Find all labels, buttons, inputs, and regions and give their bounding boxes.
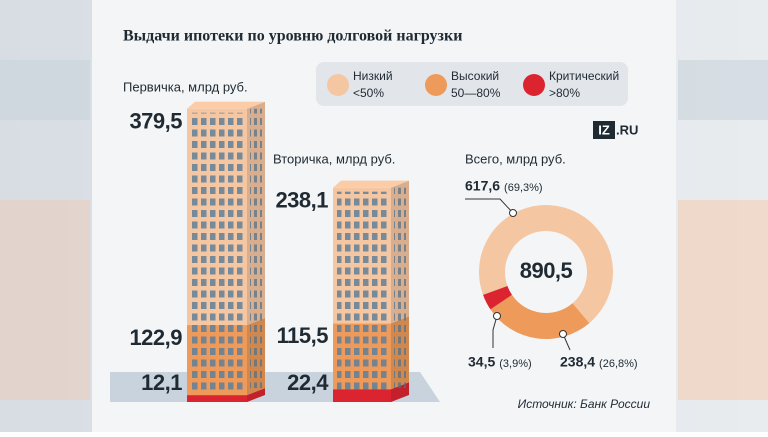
logo-box <box>593 121 615 139</box>
bar-segment <box>187 395 247 402</box>
blur-left <box>0 60 90 120</box>
windows <box>337 191 387 392</box>
value-label: 22,4 <box>287 370 329 395</box>
building-side <box>247 388 265 402</box>
windows <box>191 112 243 393</box>
leader-dot <box>559 330 567 338</box>
slice-value: 34,5 <box>468 354 495 370</box>
blur-right <box>678 200 768 400</box>
legend-range: >80% <box>549 86 580 100</box>
value-label: 115,5 <box>277 323 329 348</box>
legend-label: Критический <box>549 69 619 83</box>
pie-subtitle: Всего, млрд руб. <box>465 151 566 166</box>
legend-label: Высокий <box>451 69 499 83</box>
windows-side <box>250 108 262 389</box>
bar-segment <box>333 389 391 402</box>
value-label: 238,1 <box>275 187 328 212</box>
logo-mark: IZ <box>598 122 610 137</box>
slice-percent: (3,9%) <box>499 358 531 370</box>
category-label: Вторичка, млрд руб. <box>273 151 395 166</box>
slice-percent: (26,8%) <box>599 358 638 370</box>
legend-box <box>316 62 628 106</box>
value-label: 122,9 <box>129 325 182 350</box>
title: Выдачи ипотеки по уровню долговой нагруз… <box>123 28 462 45</box>
legend-swatch <box>425 74 447 96</box>
legend-swatch <box>523 74 545 96</box>
leader-dot <box>509 209 517 217</box>
leader-line <box>465 198 514 214</box>
leader-line <box>492 315 498 348</box>
pie-slice <box>479 205 614 324</box>
value-label: 379,5 <box>129 109 182 134</box>
legend-label: Низкий <box>353 69 393 83</box>
pie-total: 890,5 <box>520 258 573 283</box>
legend-range: 50—80% <box>451 86 501 100</box>
slice-percent: (69,3%) <box>504 182 543 194</box>
pie-slice <box>483 286 512 310</box>
pie-slice <box>490 294 590 339</box>
leader-dot <box>493 312 501 320</box>
legend-range: <50% <box>353 86 384 100</box>
value-label: 12,1 <box>141 370 182 395</box>
source: Источник: Банк России <box>518 397 651 411</box>
windows-side <box>394 187 406 388</box>
logo-text: .RU <box>616 122 638 137</box>
legend-swatch <box>327 74 349 96</box>
slice-value: 617,6 <box>465 178 500 194</box>
building-roof <box>333 180 409 188</box>
charts: Низкий <50% Высокий 50—80% Критический >80% Пе… <box>123 69 638 402</box>
category-label: Первичка, млрд руб. <box>123 79 248 94</box>
blur-left <box>0 200 90 400</box>
slice-value: 238,4 <box>560 354 595 370</box>
building-roof <box>187 101 265 109</box>
blur-right <box>678 60 768 120</box>
